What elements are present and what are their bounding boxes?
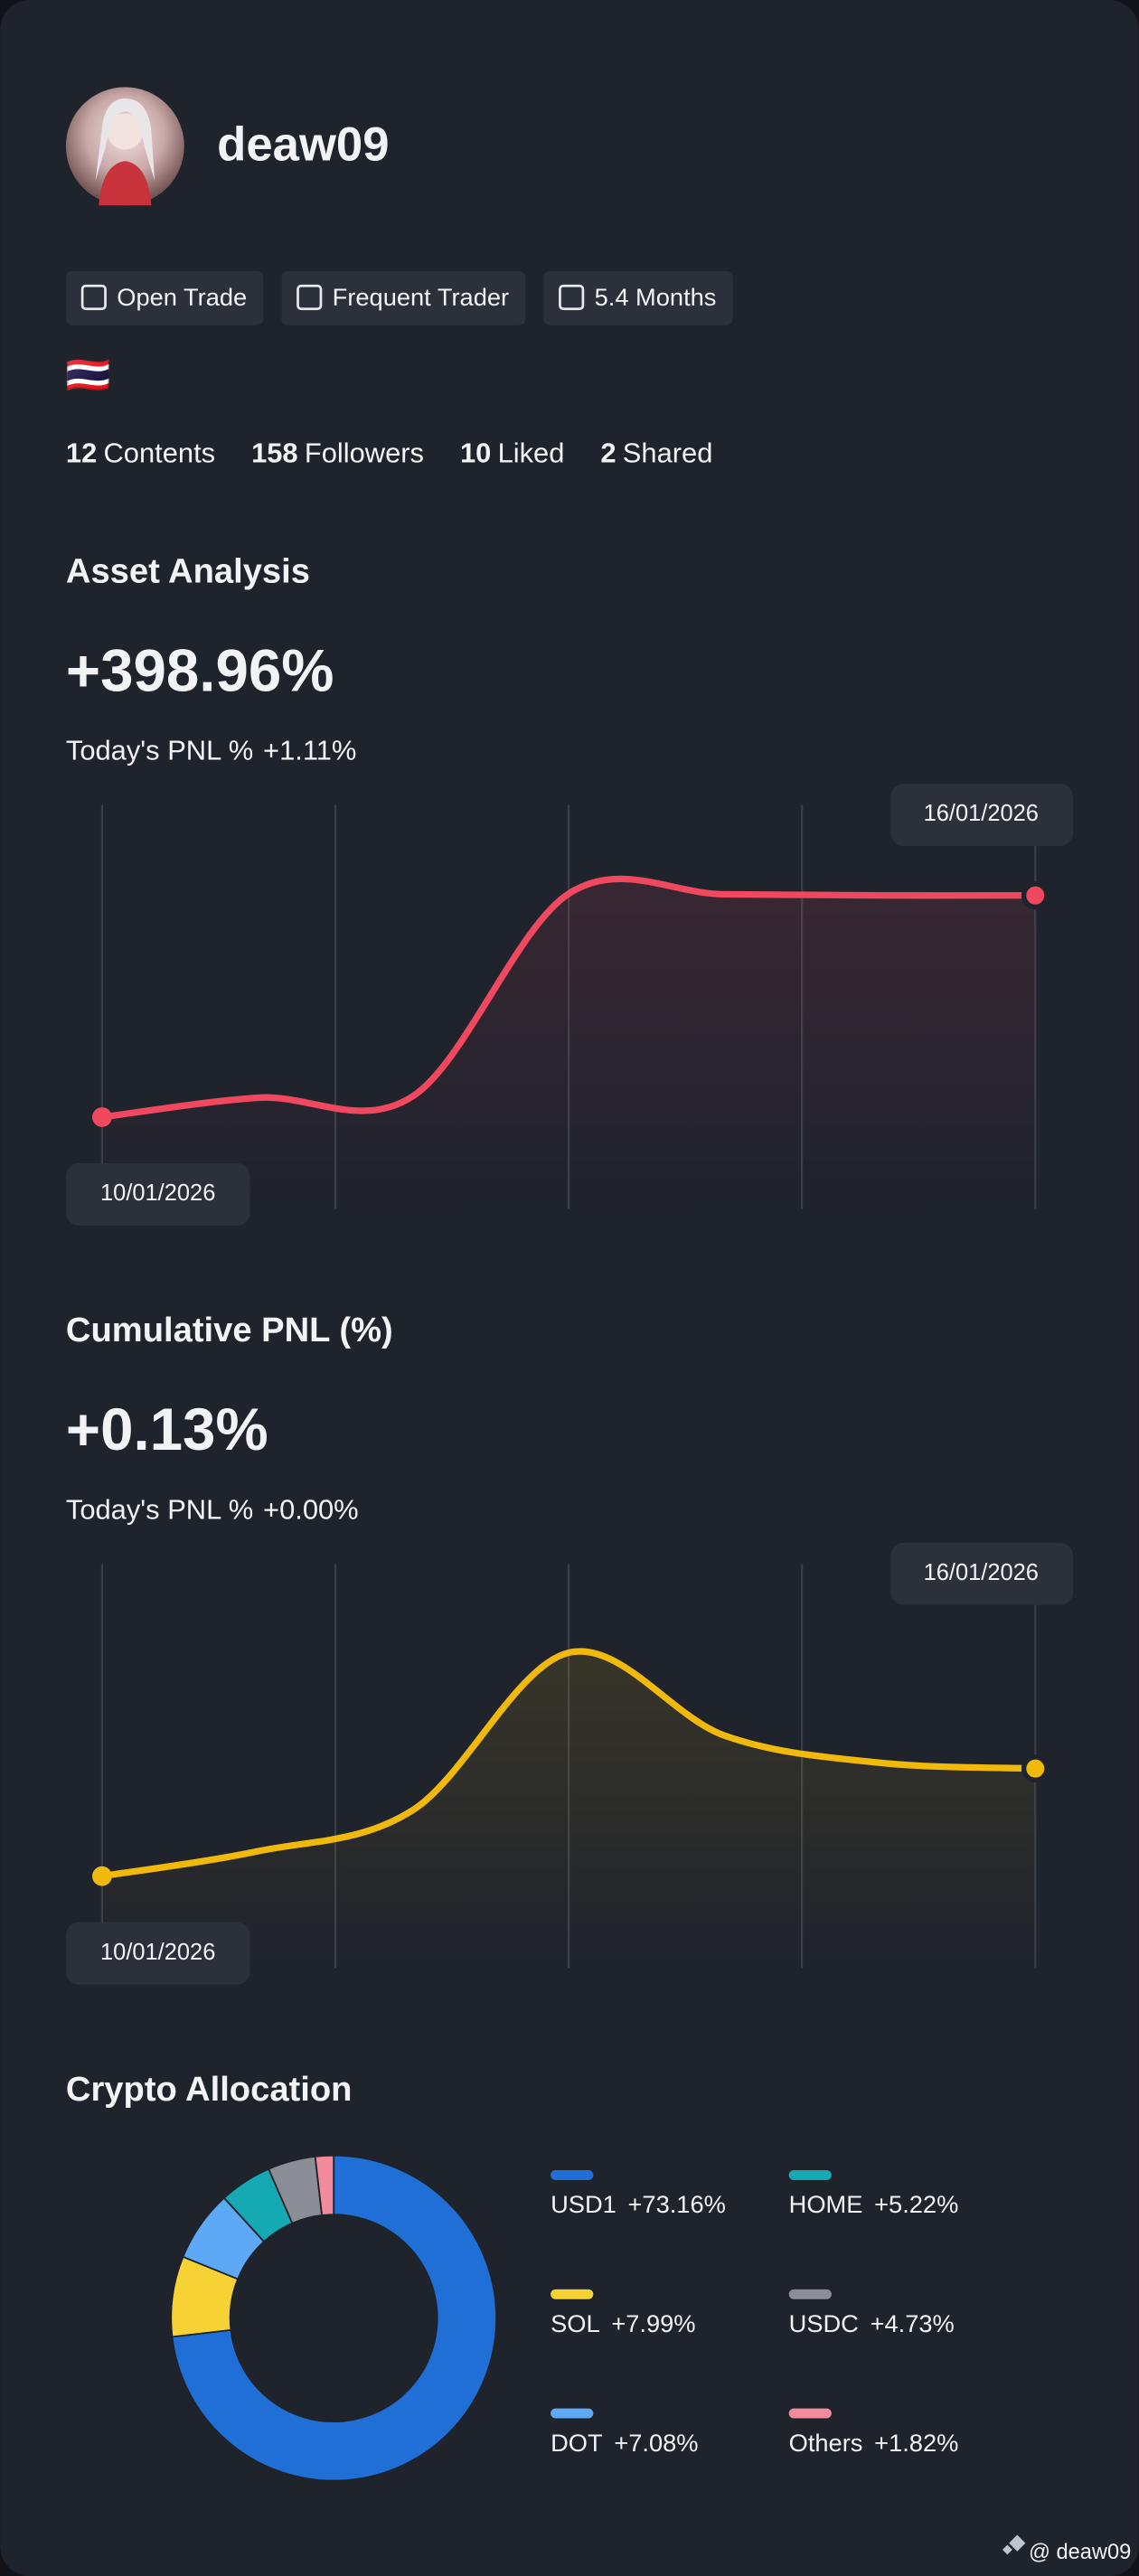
legend-value: +4.73% bbox=[871, 2309, 955, 2337]
legend-swatch bbox=[551, 2170, 594, 2180]
legend-label: DOT bbox=[551, 2429, 603, 2457]
country-flag: 🇹🇭 bbox=[66, 356, 111, 396]
legend-value: +1.82% bbox=[874, 2429, 958, 2457]
legend-label: SOL bbox=[551, 2309, 600, 2337]
section-title: Asset Analysis bbox=[66, 551, 310, 590]
section-title: Crypto Allocation bbox=[66, 2070, 353, 2109]
stat-label: Shared bbox=[623, 437, 713, 469]
start-date: 10/01/2026 bbox=[100, 1940, 215, 1965]
today-value: +1.11% bbox=[263, 735, 356, 766]
legend-swatch bbox=[788, 2170, 832, 2180]
section-headline: +398.96% bbox=[66, 637, 334, 703]
stats-row: 12 Contents 158 Followers 10 Liked 2 Shared bbox=[66, 437, 712, 469]
legend-label: Others bbox=[789, 2429, 863, 2457]
area bbox=[101, 1651, 1036, 1969]
badge bbox=[543, 270, 733, 325]
legend-swatch bbox=[551, 2408, 594, 2419]
stat-value: 2 bbox=[600, 437, 616, 469]
today-label: Today's PNL % bbox=[66, 1493, 253, 1525]
badge-label: Frequent Trader bbox=[333, 283, 509, 311]
badge bbox=[65, 270, 264, 325]
legend-label: USDC bbox=[789, 2309, 859, 2337]
legend-label: HOME bbox=[789, 2190, 863, 2218]
legend-swatch bbox=[788, 2289, 832, 2299]
end-point bbox=[1021, 881, 1050, 910]
line bbox=[101, 875, 1036, 1121]
end-date: 16/01/2026 bbox=[924, 1560, 1039, 1585]
legend-value: +7.99% bbox=[611, 2309, 695, 2337]
end-date: 16/01/2026 bbox=[924, 801, 1039, 826]
legend-swatch bbox=[551, 2289, 594, 2299]
stat-label: Liked bbox=[498, 437, 565, 469]
stat-value: 12 bbox=[66, 437, 97, 469]
donut-slice bbox=[171, 2154, 497, 2482]
line bbox=[101, 1648, 1036, 1880]
legend-value: +73.16% bbox=[628, 2190, 726, 2218]
legend-label: USD1 bbox=[551, 2190, 617, 2218]
date-tooltip bbox=[890, 1542, 1074, 1605]
footer: @ deaw09 bbox=[1002, 2534, 1131, 2564]
section-title: Cumulative PNL (%) bbox=[66, 1311, 393, 1349]
legend-value: +5.22% bbox=[874, 2190, 958, 2218]
badge-row: Open Trade Frequent Trader 5.4 Months bbox=[65, 270, 733, 325]
username: deaw09 bbox=[217, 118, 389, 172]
badge-icon bbox=[559, 284, 585, 311]
start-date: 10/01/2026 bbox=[100, 1180, 215, 1206]
stat-label: Contents bbox=[104, 437, 216, 469]
stat-value: 10 bbox=[460, 437, 491, 469]
legend-swatch bbox=[788, 2408, 832, 2419]
badge-label: 5.4 Months bbox=[595, 283, 717, 311]
date-tooltip bbox=[65, 1162, 250, 1226]
area bbox=[101, 879, 1036, 1209]
start-point bbox=[91, 1866, 112, 1886]
section-headline: +0.13% bbox=[66, 1396, 268, 1462]
legend-value: +7.08% bbox=[614, 2429, 698, 2457]
today-value: +0.00% bbox=[263, 1493, 359, 1525]
stat-value: 158 bbox=[251, 437, 298, 469]
badge-label: Open Trade bbox=[117, 283, 247, 311]
avatar bbox=[65, 87, 184, 206]
stat-label: Followers bbox=[305, 437, 424, 469]
watermark: @ deaw09 bbox=[1029, 2541, 1131, 2564]
charts: Asset Analysis +398.96% Today's PNL % +1.11… bbox=[65, 551, 1074, 2482]
date-tooltip bbox=[65, 1922, 250, 1985]
start-point bbox=[91, 1107, 112, 1127]
date-tooltip bbox=[890, 783, 1074, 847]
donut-slice bbox=[314, 2154, 335, 2216]
end-point bbox=[1021, 1754, 1050, 1783]
today-label: Today's PNL % bbox=[66, 735, 253, 766]
badge-icon bbox=[297, 284, 323, 311]
badge bbox=[281, 270, 526, 325]
badge-icon bbox=[80, 284, 107, 311]
